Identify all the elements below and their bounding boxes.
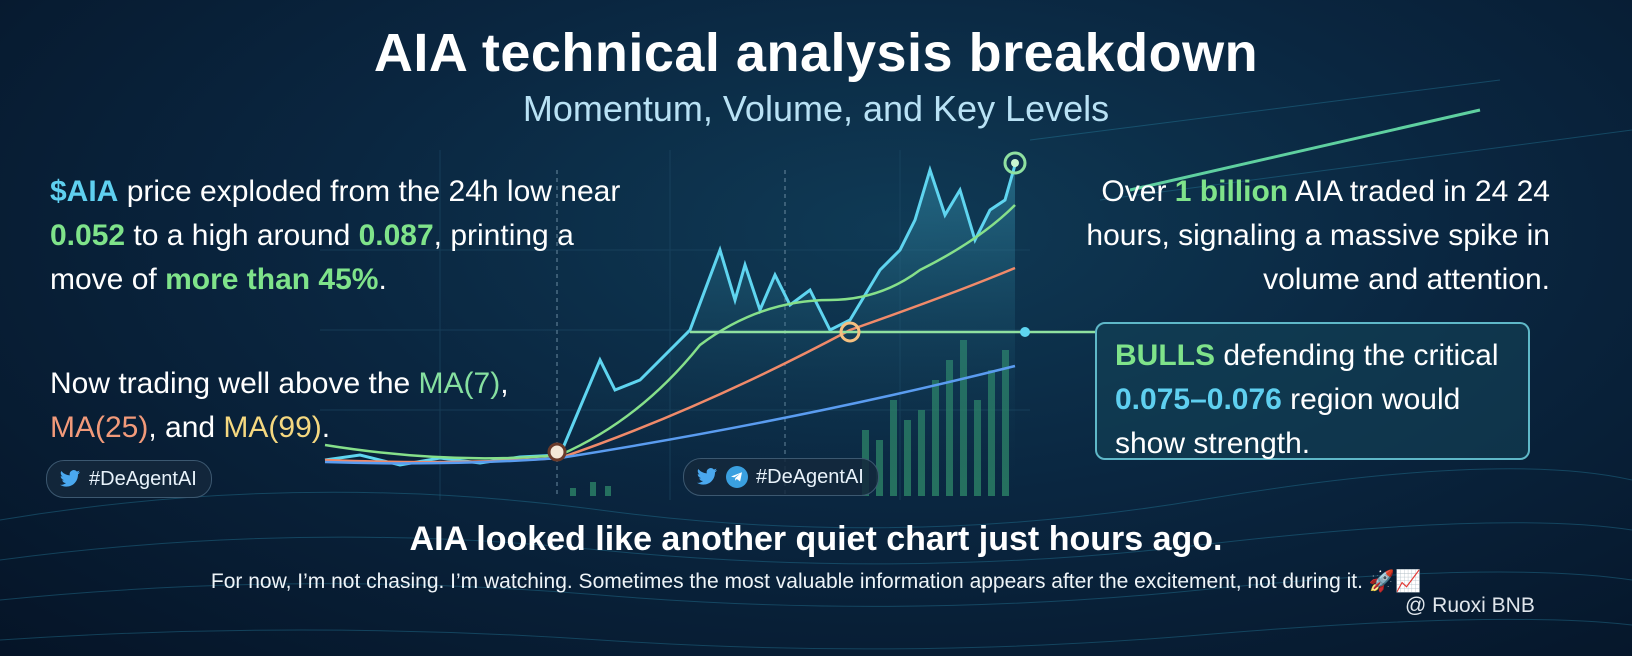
text: , bbox=[500, 367, 509, 400]
text: , and bbox=[148, 411, 224, 444]
hashtag-pill[interactable]: #DeAgentAI bbox=[46, 460, 212, 498]
text: to a high around bbox=[125, 219, 359, 252]
text: defending the critical bbox=[1215, 339, 1499, 372]
text: AIA traded in 24 24 hours, signaling a m… bbox=[1086, 175, 1550, 296]
high-marker bbox=[1011, 159, 1019, 167]
hashtag-pill[interactable]: #DeAgentAI bbox=[683, 458, 879, 496]
text: region would show strength. bbox=[1115, 383, 1461, 460]
highlight: more than 45% bbox=[165, 263, 379, 296]
highlight: BULLS bbox=[1115, 339, 1215, 372]
footer-note: For now, I’m not chasing. I’m watching. … bbox=[210, 570, 1422, 593]
highlight: 0.052 bbox=[50, 219, 126, 252]
headline: AIA looked like another quiet chart just… bbox=[409, 520, 1223, 558]
twitter-icon bbox=[59, 470, 81, 487]
text: , printing a move of bbox=[50, 219, 574, 296]
text: Now trading well above the bbox=[50, 367, 419, 400]
text: . bbox=[378, 263, 387, 296]
cross-marker bbox=[839, 321, 861, 343]
ma25-label: MA(25) bbox=[50, 411, 149, 444]
hashtag: #DeAgentAI bbox=[756, 466, 864, 488]
level-note: BULLS defending the critical 0.075–0.076… bbox=[1095, 322, 1530, 460]
decor-arrow bbox=[1129, 108, 1481, 192]
cross-marker bbox=[547, 442, 567, 462]
price-note: $AIA price exploded from the 24h low nea… bbox=[50, 170, 650, 302]
ma7-label: MA(7) bbox=[418, 367, 501, 400]
ma7-line bbox=[324, 204, 1016, 460]
hashtag: #DeAgentAI bbox=[89, 468, 197, 490]
high-marker bbox=[1003, 151, 1027, 175]
ma-note: Now trading well above the MA(7), MA(25)… bbox=[50, 362, 510, 450]
ma99-label: MA(99) bbox=[223, 411, 322, 444]
volume-note: Over 1 billion AIA traded in 24 24 hours… bbox=[1080, 170, 1550, 302]
highlight: 1 billion bbox=[1174, 175, 1289, 208]
highlight: 0.087 bbox=[358, 219, 434, 252]
watermark: @ Ruoxi BNB bbox=[1405, 594, 1535, 617]
title: AIA technical analysis breakdown bbox=[373, 23, 1259, 83]
text: Over bbox=[1101, 175, 1175, 208]
twitter-icon bbox=[696, 468, 718, 485]
ma99-line bbox=[324, 364, 1016, 465]
highlight: 0.075–0.076 bbox=[1115, 383, 1282, 416]
mesh bbox=[0, 79, 1632, 650]
level-dot bbox=[1020, 327, 1030, 337]
telegram-icon bbox=[726, 466, 748, 488]
ticker: $AIA bbox=[50, 175, 119, 208]
text: . bbox=[321, 411, 331, 444]
text: price exploded from the 24h low near bbox=[118, 175, 621, 208]
subtitle: Momentum, Volume, and Key Levels bbox=[522, 88, 1110, 129]
